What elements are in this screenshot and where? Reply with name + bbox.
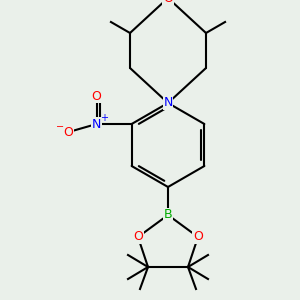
Text: O: O bbox=[64, 125, 74, 139]
Text: O: O bbox=[163, 0, 173, 4]
Text: O: O bbox=[193, 230, 203, 244]
Text: N: N bbox=[163, 97, 173, 110]
Text: +: + bbox=[100, 113, 108, 123]
Text: N: N bbox=[92, 118, 101, 130]
Text: O: O bbox=[92, 89, 102, 103]
Text: −: − bbox=[56, 122, 64, 132]
Text: O: O bbox=[133, 230, 143, 244]
Text: B: B bbox=[164, 208, 172, 221]
